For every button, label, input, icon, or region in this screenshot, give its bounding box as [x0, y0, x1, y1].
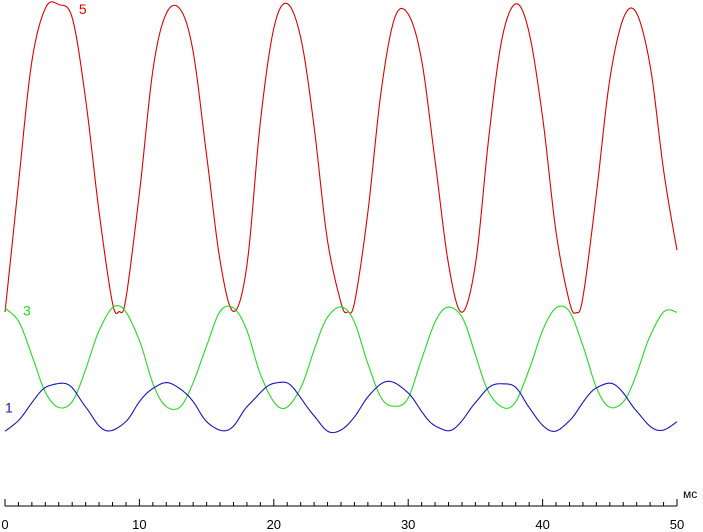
series-layer — [4, 1, 678, 434]
series-label-5: 5 — [79, 1, 87, 17]
x-axis-tick-labels: 0 10 20 30 40 50 — [1, 517, 684, 532]
x-tick-label: 20 — [267, 517, 281, 532]
x-axis-unit-label: мс — [683, 487, 697, 501]
series-line-1 — [4, 380, 678, 434]
x-axis: 0 10 20 30 40 50 мс — [1, 487, 697, 532]
series-labels: 5 3 1 — [5, 1, 87, 416]
x-tick-label: 50 — [670, 517, 684, 532]
series-label-3: 3 — [23, 302, 31, 318]
x-tick-label: 0 — [1, 517, 8, 532]
x-tick-label: 40 — [535, 517, 549, 532]
x-tick-label: 10 — [132, 517, 146, 532]
series-label-1: 1 — [5, 400, 13, 416]
series-line-3 — [4, 304, 678, 410]
x-tick-label: 30 — [401, 517, 415, 532]
series-line-5 — [4, 1, 678, 315]
x-axis-ticks — [4, 499, 678, 506]
